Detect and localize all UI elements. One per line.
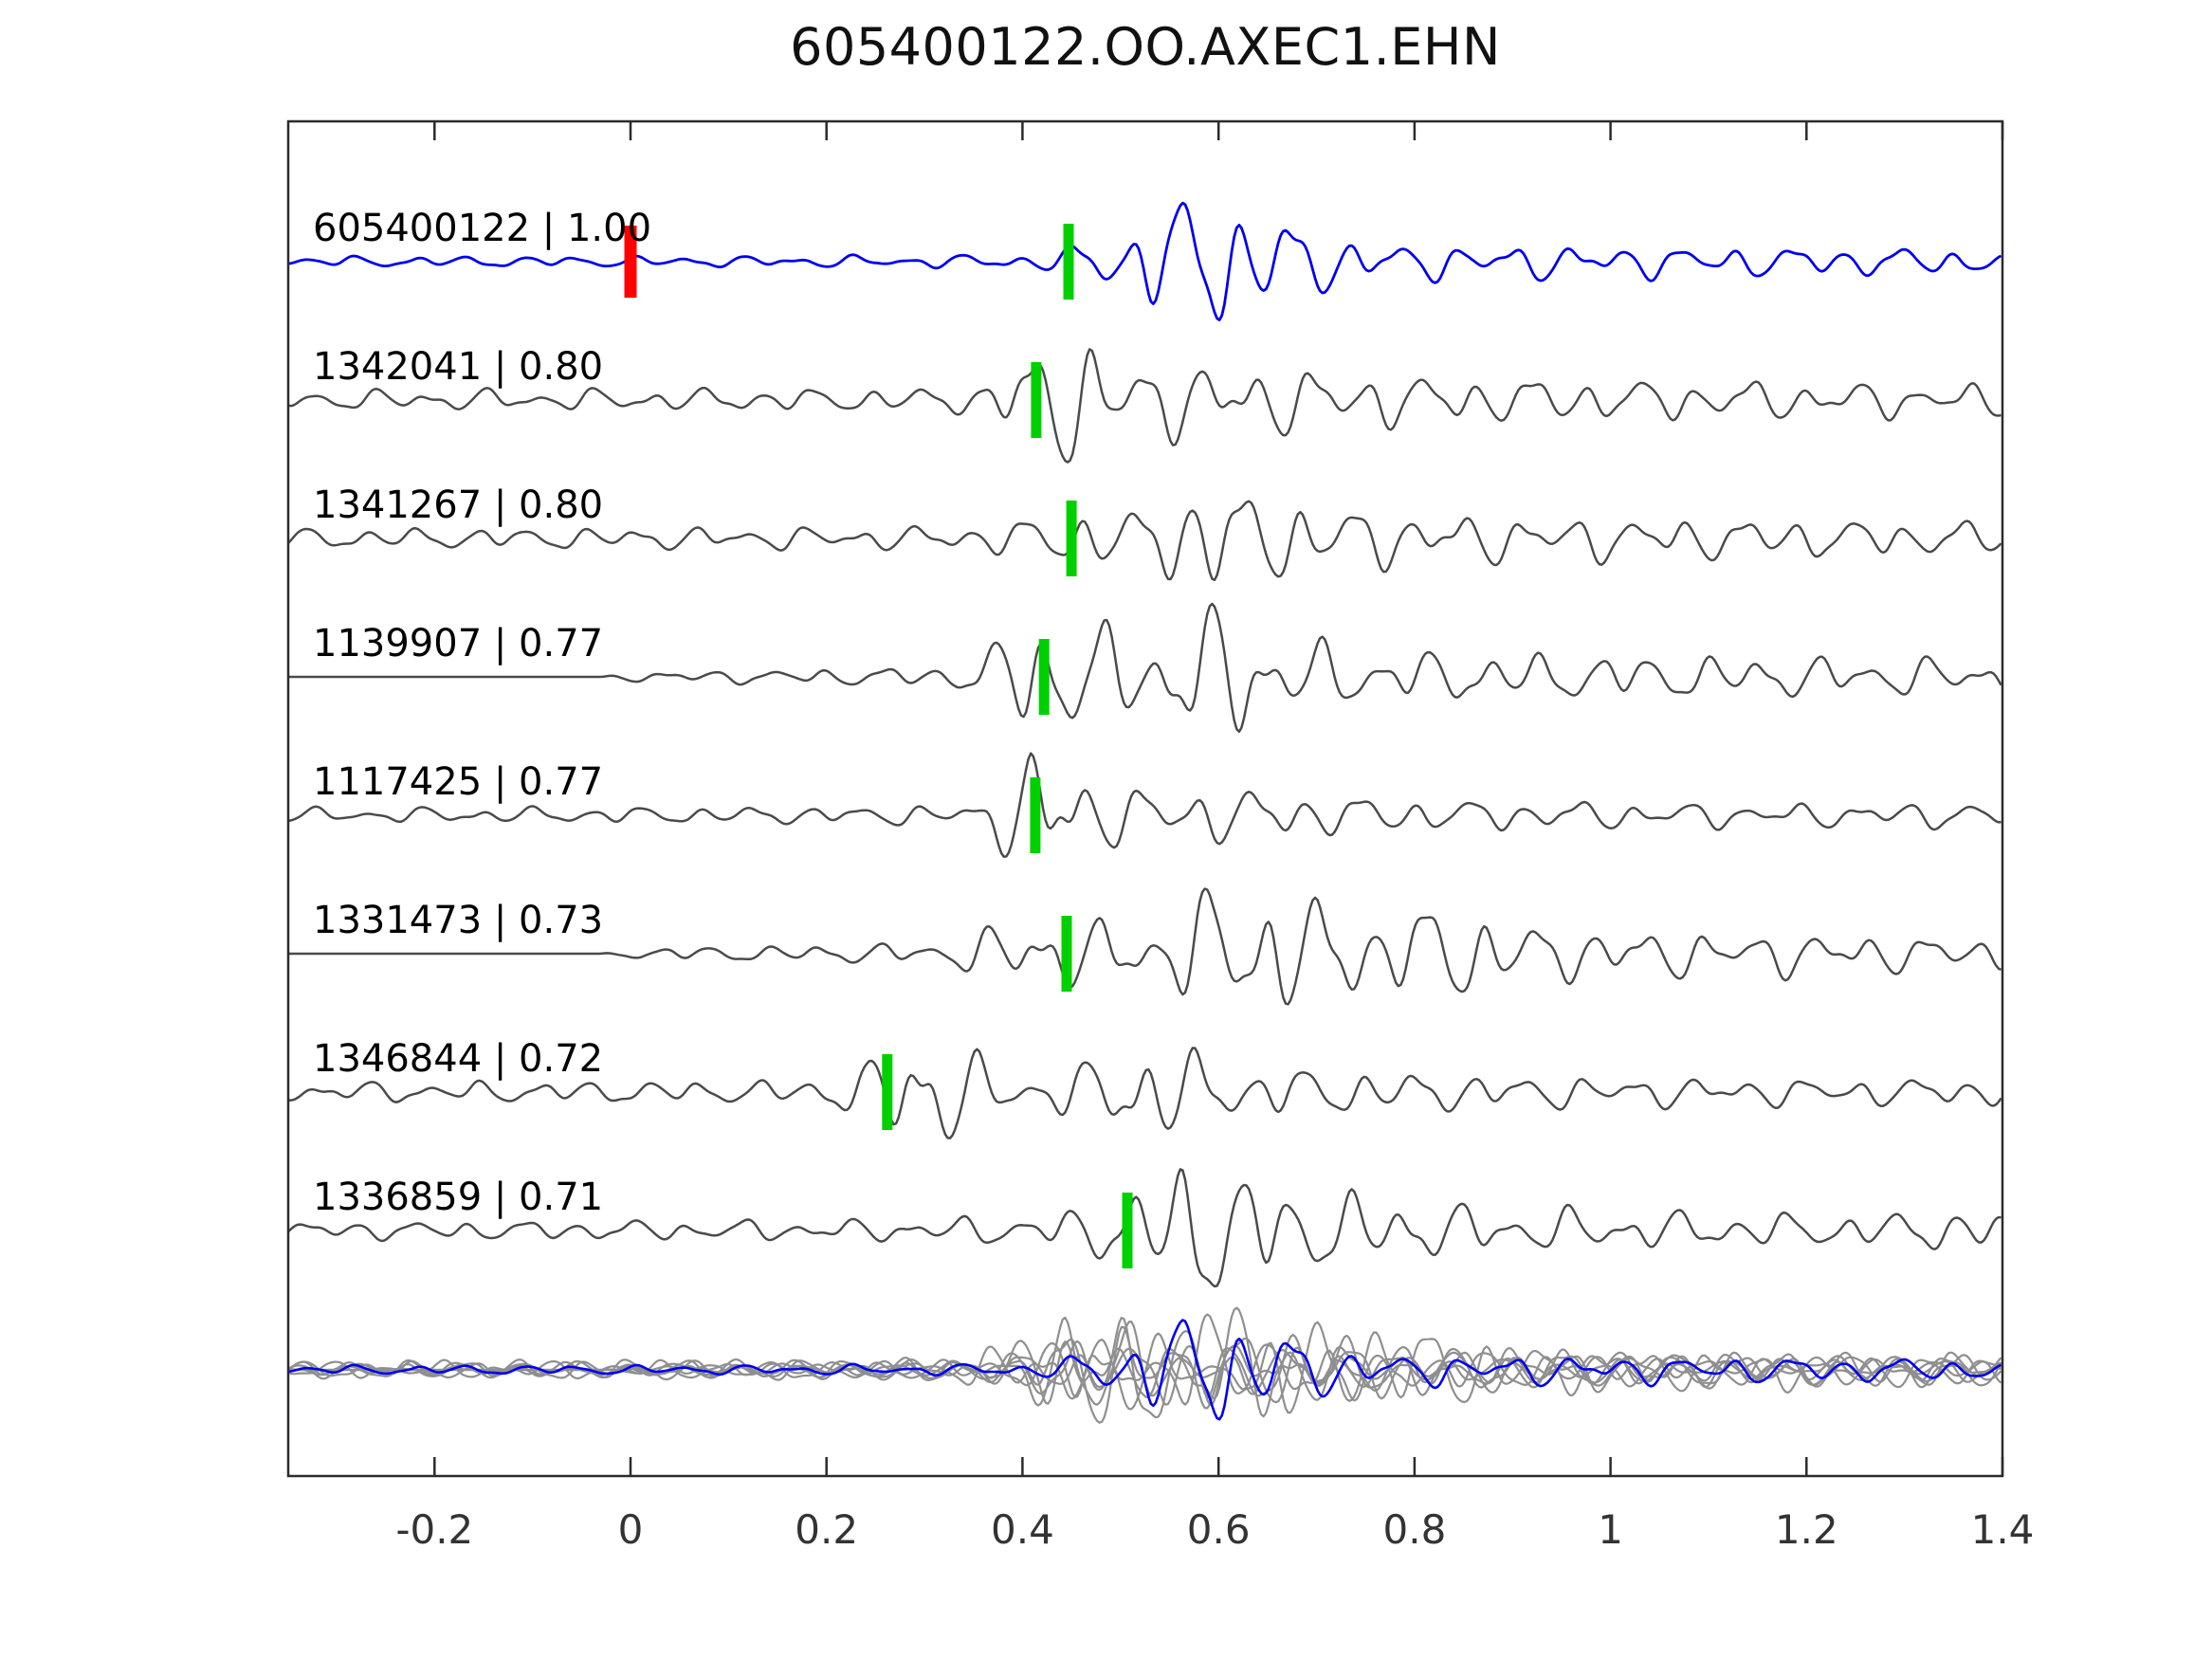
trace-waveform-1336859 — [288, 1168, 2002, 1288]
trace-label-1139907: 1139907 | 0.77 — [313, 622, 603, 665]
template-origin-marker — [624, 226, 637, 298]
x-tick-label: 0 — [618, 1506, 644, 1553]
trace-waveform-1117425 — [288, 752, 2002, 859]
overlay-trace-605400122 — [288, 1319, 2002, 1421]
trace-label-1331473: 1331473 | 0.73 — [313, 899, 603, 942]
trace-waveform-1331473 — [288, 887, 2002, 1006]
axes-box — [286, 119, 2004, 1478]
x-tick-label: 0.4 — [991, 1506, 1054, 1553]
trace-waveform-1346844 — [288, 1047, 2002, 1139]
pick-marker-1139907 — [1038, 639, 1050, 715]
pick-marker-1342041 — [1031, 362, 1042, 438]
trace-waveform-605400122 — [288, 201, 2002, 321]
x-tick-label: 1.4 — [1971, 1506, 2035, 1553]
x-tick-label: 0.2 — [795, 1506, 858, 1553]
pick-marker-1341267 — [1066, 501, 1077, 576]
x-tick-label: 0.8 — [1383, 1506, 1447, 1553]
overlay-trace-1336859 — [288, 1317, 2002, 1419]
trace-label-1117425: 1117425 | 0.77 — [313, 760, 603, 804]
trace-waveform-1342041 — [288, 348, 2002, 464]
trace-waveform-1139907 — [288, 602, 2002, 734]
trace-label-1342041: 1342041 | 0.80 — [313, 345, 603, 389]
trace-label-1336859: 1336859 | 0.71 — [313, 1176, 603, 1219]
chart-title: 605400122.OO.AXEC1.EHN — [790, 17, 1501, 77]
pick-marker-1346844 — [882, 1054, 893, 1130]
pick-marker-1331473 — [1061, 916, 1072, 992]
pick-marker-1117425 — [1030, 777, 1041, 853]
pick-marker-605400122 — [1063, 224, 1074, 300]
x-tick-label: 1 — [1598, 1506, 1623, 1553]
trace-label-605400122: 605400122 | 1.00 — [313, 207, 651, 250]
trace-area — [288, 201, 2002, 1424]
trace-label-1341267: 1341267 | 0.80 — [313, 483, 603, 527]
x-tick-label: 1.2 — [1775, 1506, 1838, 1553]
overlay-trace-1346844 — [288, 1331, 2002, 1411]
x-tick-label: 0.6 — [1187, 1506, 1251, 1553]
overlay-trace-1341267 — [288, 1337, 2002, 1406]
pick-marker-1336859 — [1122, 1193, 1133, 1268]
x-tick-label: -0.2 — [395, 1506, 473, 1553]
trace-waveform-1341267 — [288, 500, 2002, 582]
trace-label-1346844: 1346844 | 0.72 — [313, 1037, 603, 1081]
